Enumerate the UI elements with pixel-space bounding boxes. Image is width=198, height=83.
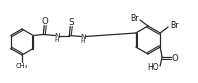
Text: Br: Br [131,14,139,22]
Text: H: H [54,38,59,42]
Text: N: N [80,34,86,40]
Text: N: N [54,33,60,39]
Text: O: O [172,54,179,62]
Text: O: O [42,17,49,26]
Text: S: S [69,18,74,27]
Text: H: H [81,39,85,43]
Text: Br: Br [170,21,178,29]
Text: HO: HO [147,63,159,72]
Text: CH₃: CH₃ [16,63,28,69]
